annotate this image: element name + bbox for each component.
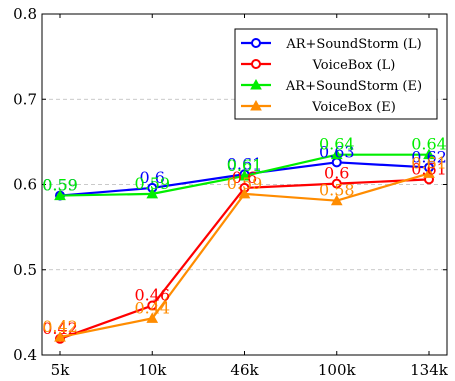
data-label: 0.42 <box>42 319 78 338</box>
data-label: 0.46 <box>134 286 170 305</box>
data-point <box>423 148 435 160</box>
data-label: 0.6 <box>324 164 349 183</box>
data-point <box>330 148 343 160</box>
y-tick-label: 0.4 <box>13 346 37 364</box>
data-label: 0.59 <box>134 174 170 193</box>
data-label: 0.64 <box>319 135 355 154</box>
data-label: 0.59 <box>42 176 78 195</box>
legend-swatch-marker <box>250 99 262 111</box>
data-label: 0.59 <box>227 174 263 193</box>
data-point <box>54 189 66 201</box>
x-tick-label: 10k <box>138 361 167 379</box>
legend-swatch-marker <box>251 38 261 48</box>
series-line <box>59 178 430 340</box>
x-tick-label: 46k <box>230 361 259 379</box>
series-2 <box>54 148 435 201</box>
data-point <box>238 187 251 199</box>
series-group <box>54 148 435 344</box>
data-label: 0.64 <box>411 135 447 154</box>
legend-label: VoiceBox (E) <box>311 100 396 115</box>
data-label: 0.59 <box>42 176 78 195</box>
data-label: 0.61 <box>227 156 263 175</box>
data-labels: 0.59 0.60.610.63 0.620.420.460.6 0.6 0.610.5… <box>42 135 447 338</box>
data-point <box>146 312 159 323</box>
data-label: 0.58 <box>319 181 355 200</box>
data-point <box>331 178 342 189</box>
x-tick-label: 5k <box>51 361 71 379</box>
data-label: 0.6 <box>232 168 257 187</box>
y-tick-label: 0.8 <box>13 5 37 23</box>
y-tick-label: 0.7 <box>13 90 37 108</box>
data-label: 0.61 <box>411 159 447 178</box>
y-tick-label: 0.6 <box>13 176 37 194</box>
axes: 0.4 0.5 0.6 0.7 0.8 5k 10k 46k 100k 134k <box>13 5 449 379</box>
data-label: 0.44 <box>134 298 170 317</box>
data-label: 0.42 <box>42 317 78 336</box>
data-point <box>146 187 159 199</box>
data-label: 0.61 <box>227 154 263 173</box>
legend-label: AR+SoundStorm (E) <box>285 79 422 94</box>
data-point <box>423 167 435 178</box>
legend: AR+SoundStorm (L) VoiceBox (L) AR+SoundSto… <box>234 28 438 120</box>
data-label: 0.62 <box>411 147 447 166</box>
data-label: 0.6 <box>140 168 165 187</box>
x-tick-label: 100k <box>318 361 357 379</box>
data-point <box>238 169 251 181</box>
data-point <box>330 194 343 206</box>
data-point <box>54 331 66 342</box>
series-1 <box>55 174 434 344</box>
legend-label: VoiceBox (L) <box>312 58 396 73</box>
data-point <box>147 300 158 311</box>
legend-swatch-marker <box>251 59 261 69</box>
data-label: 0.63 <box>319 142 355 161</box>
data-label: 0.61 <box>411 153 447 172</box>
legend-label: AR+SoundStorm (L) <box>285 37 421 52</box>
legend-swatch-marker <box>250 78 262 90</box>
x-tick-label: 134k <box>410 361 449 379</box>
series-3 <box>54 167 435 342</box>
y-tick-label: 0.5 <box>13 261 37 279</box>
